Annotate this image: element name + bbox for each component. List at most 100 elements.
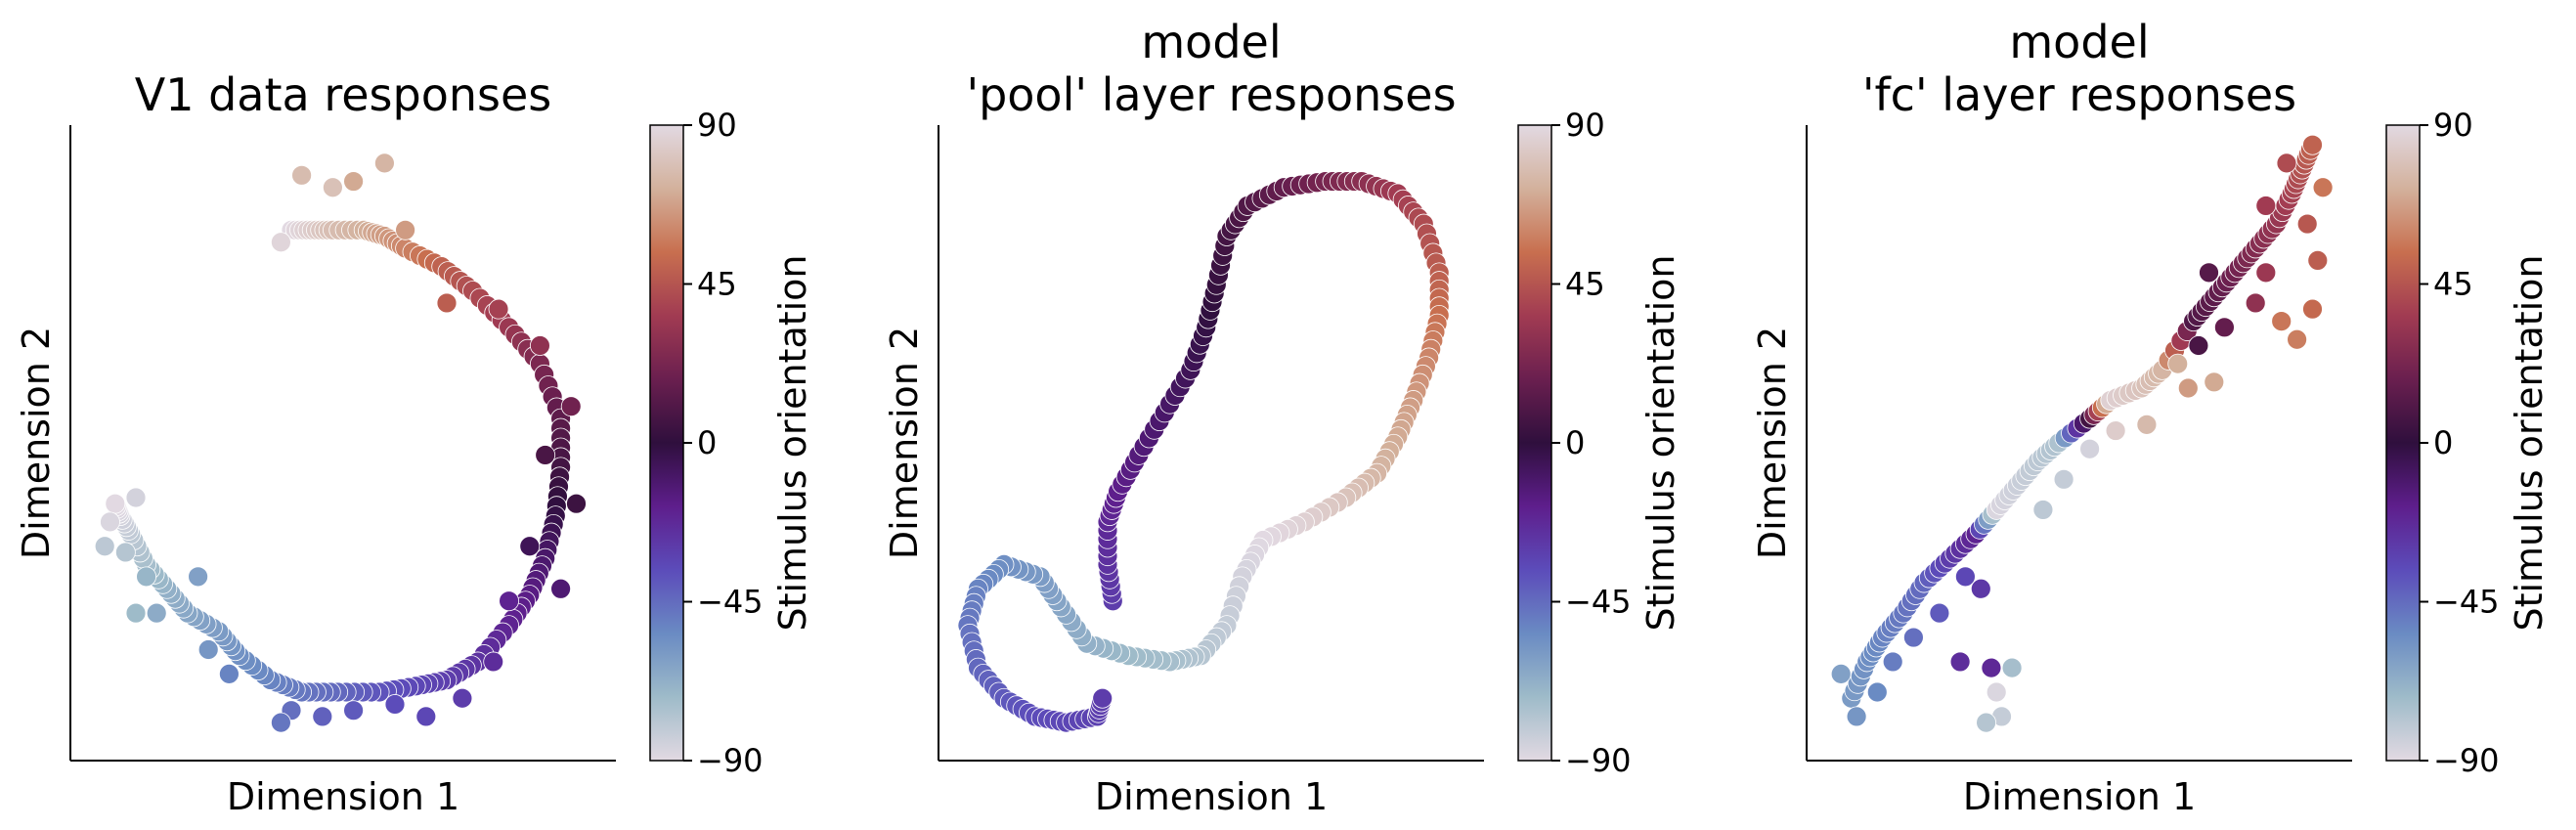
scatter-point	[373, 153, 395, 174]
scatter-point	[1092, 687, 1113, 709]
scatter-point	[2177, 377, 2199, 399]
scatter-point	[560, 396, 582, 417]
scatter-point	[2302, 298, 2323, 320]
scatter-point	[312, 706, 333, 727]
colorbar-gradient	[1518, 125, 1551, 761]
scatter-point	[530, 335, 550, 356]
scatter-point	[94, 536, 115, 557]
scatter-point	[415, 706, 437, 727]
scatter-point	[188, 566, 209, 588]
scatter-point	[1846, 706, 1867, 727]
scatter-point	[114, 542, 136, 563]
scatter-point	[2053, 468, 2074, 490]
scatter-point	[395, 219, 416, 240]
scatter-point	[566, 493, 587, 514]
colorbar-gradient	[2386, 125, 2420, 761]
scatter-point	[2167, 353, 2189, 374]
scatter-point	[519, 536, 541, 557]
colorbar-tick-label: 90	[1565, 107, 1605, 144]
panel-2: model'pool' layer responses Dimension 1 Di…	[883, 16, 1682, 818]
scatter-point	[1830, 663, 1852, 684]
colorbar-label: Stimulus orientation	[2508, 254, 2551, 631]
colorbar-tick-label: 45	[697, 266, 737, 303]
scatter-point	[105, 493, 126, 514]
scatter-point	[2213, 317, 2235, 338]
scatter-point	[2204, 371, 2225, 393]
scatter-point	[2276, 153, 2297, 174]
scatter-point	[1976, 712, 1996, 733]
scatter-point	[125, 602, 147, 624]
scatter-point	[343, 700, 365, 721]
scatter-point	[2245, 292, 2266, 314]
panel-title-line-1: V1 data responses	[135, 68, 552, 121]
colorbar-tick-label: 45	[2433, 266, 2473, 303]
x-axis-label: Dimension 1	[227, 775, 459, 818]
colorbar-tick-label: −45	[697, 584, 764, 621]
x-axis-label: Dimension 1	[1095, 775, 1328, 818]
colorbar-tick-label: 45	[1565, 266, 1605, 303]
scatter-point	[2287, 328, 2308, 350]
colorbar-tick-label: 0	[2433, 424, 2453, 461]
scatter-point	[2199, 262, 2219, 284]
scatter-point	[2032, 500, 2054, 520]
scatter-point	[2188, 335, 2209, 356]
panel-title-line-2: 'pool' layer responses	[966, 68, 1456, 121]
scatter-point	[452, 687, 473, 709]
scatter-point	[436, 292, 458, 314]
x-axis-label: Dimension 1	[1963, 775, 2196, 818]
scatter-point	[1866, 681, 1888, 703]
colorbar-label: Stimulus orientation	[771, 254, 814, 631]
scatter-point	[1986, 681, 2007, 703]
scatter-point	[125, 487, 147, 508]
scatter-point	[2296, 213, 2318, 235]
scatter-point	[2271, 311, 2292, 332]
colorbar-tick-label: −45	[2433, 584, 2500, 621]
colorbar-tick-label: 0	[697, 424, 717, 461]
y-axis-label: Dimension 2	[15, 327, 58, 559]
colorbar-tick-label: −45	[1565, 584, 1632, 621]
scatter-point	[483, 651, 504, 673]
colorbar-tick-label: −90	[2433, 742, 2500, 779]
scatter-point	[2255, 196, 2277, 216]
y-axis-label: Dimension 2	[883, 327, 926, 559]
scatter-point	[136, 566, 157, 588]
scatter-point	[1970, 578, 1991, 599]
scatter-point	[2079, 438, 2101, 459]
scatter-point	[488, 298, 509, 320]
scatter-point	[2001, 657, 2023, 678]
scatter-point	[270, 712, 291, 733]
scatter-point	[100, 511, 120, 533]
scatter-point	[384, 694, 406, 715]
scatter-point	[343, 171, 365, 192]
colorbar-gradient	[650, 125, 683, 761]
y-axis-label: Dimension 2	[1751, 327, 1794, 559]
panel-3: model'fc' layer responses Dimension 1 Dime…	[1751, 16, 2551, 818]
scatter-point	[322, 177, 343, 198]
colorbar-label: Stimulus orientation	[1639, 254, 1682, 631]
scatter-point	[218, 663, 240, 684]
colorbar-tick-label: −90	[697, 742, 764, 779]
colorbar-tick-label: 90	[697, 107, 737, 144]
colorbar-tick-label: 0	[1565, 424, 1585, 461]
colorbar-tick-label: 90	[2433, 107, 2473, 144]
colorbar: 90 45 0 −45 −90 Stimulus orientation	[2385, 107, 2551, 779]
scatter-point	[2307, 249, 2329, 271]
scatter-point	[1981, 657, 2002, 678]
scatter-point	[2312, 177, 2334, 198]
panel-title-line-2: 'fc' layer responses	[1862, 68, 2296, 121]
scatter-point	[550, 578, 571, 599]
scatter-point	[1882, 651, 1903, 673]
scatter-point	[2105, 420, 2126, 441]
scatter-point	[2302, 134, 2323, 155]
panel-1: V1 data responses Dimension 1 Dimension 2 9…	[15, 68, 814, 818]
scatter-point	[2255, 262, 2277, 284]
scatter-point	[270, 232, 291, 253]
scatter-point	[197, 639, 219, 660]
scatter-point	[1949, 651, 1971, 673]
scatter-point	[535, 445, 556, 465]
scatter-point	[1929, 602, 1950, 624]
colorbar-tick-label: −90	[1565, 742, 1632, 779]
scatter-point	[1903, 627, 1924, 648]
panel-title-line-1: model	[2009, 16, 2149, 68]
